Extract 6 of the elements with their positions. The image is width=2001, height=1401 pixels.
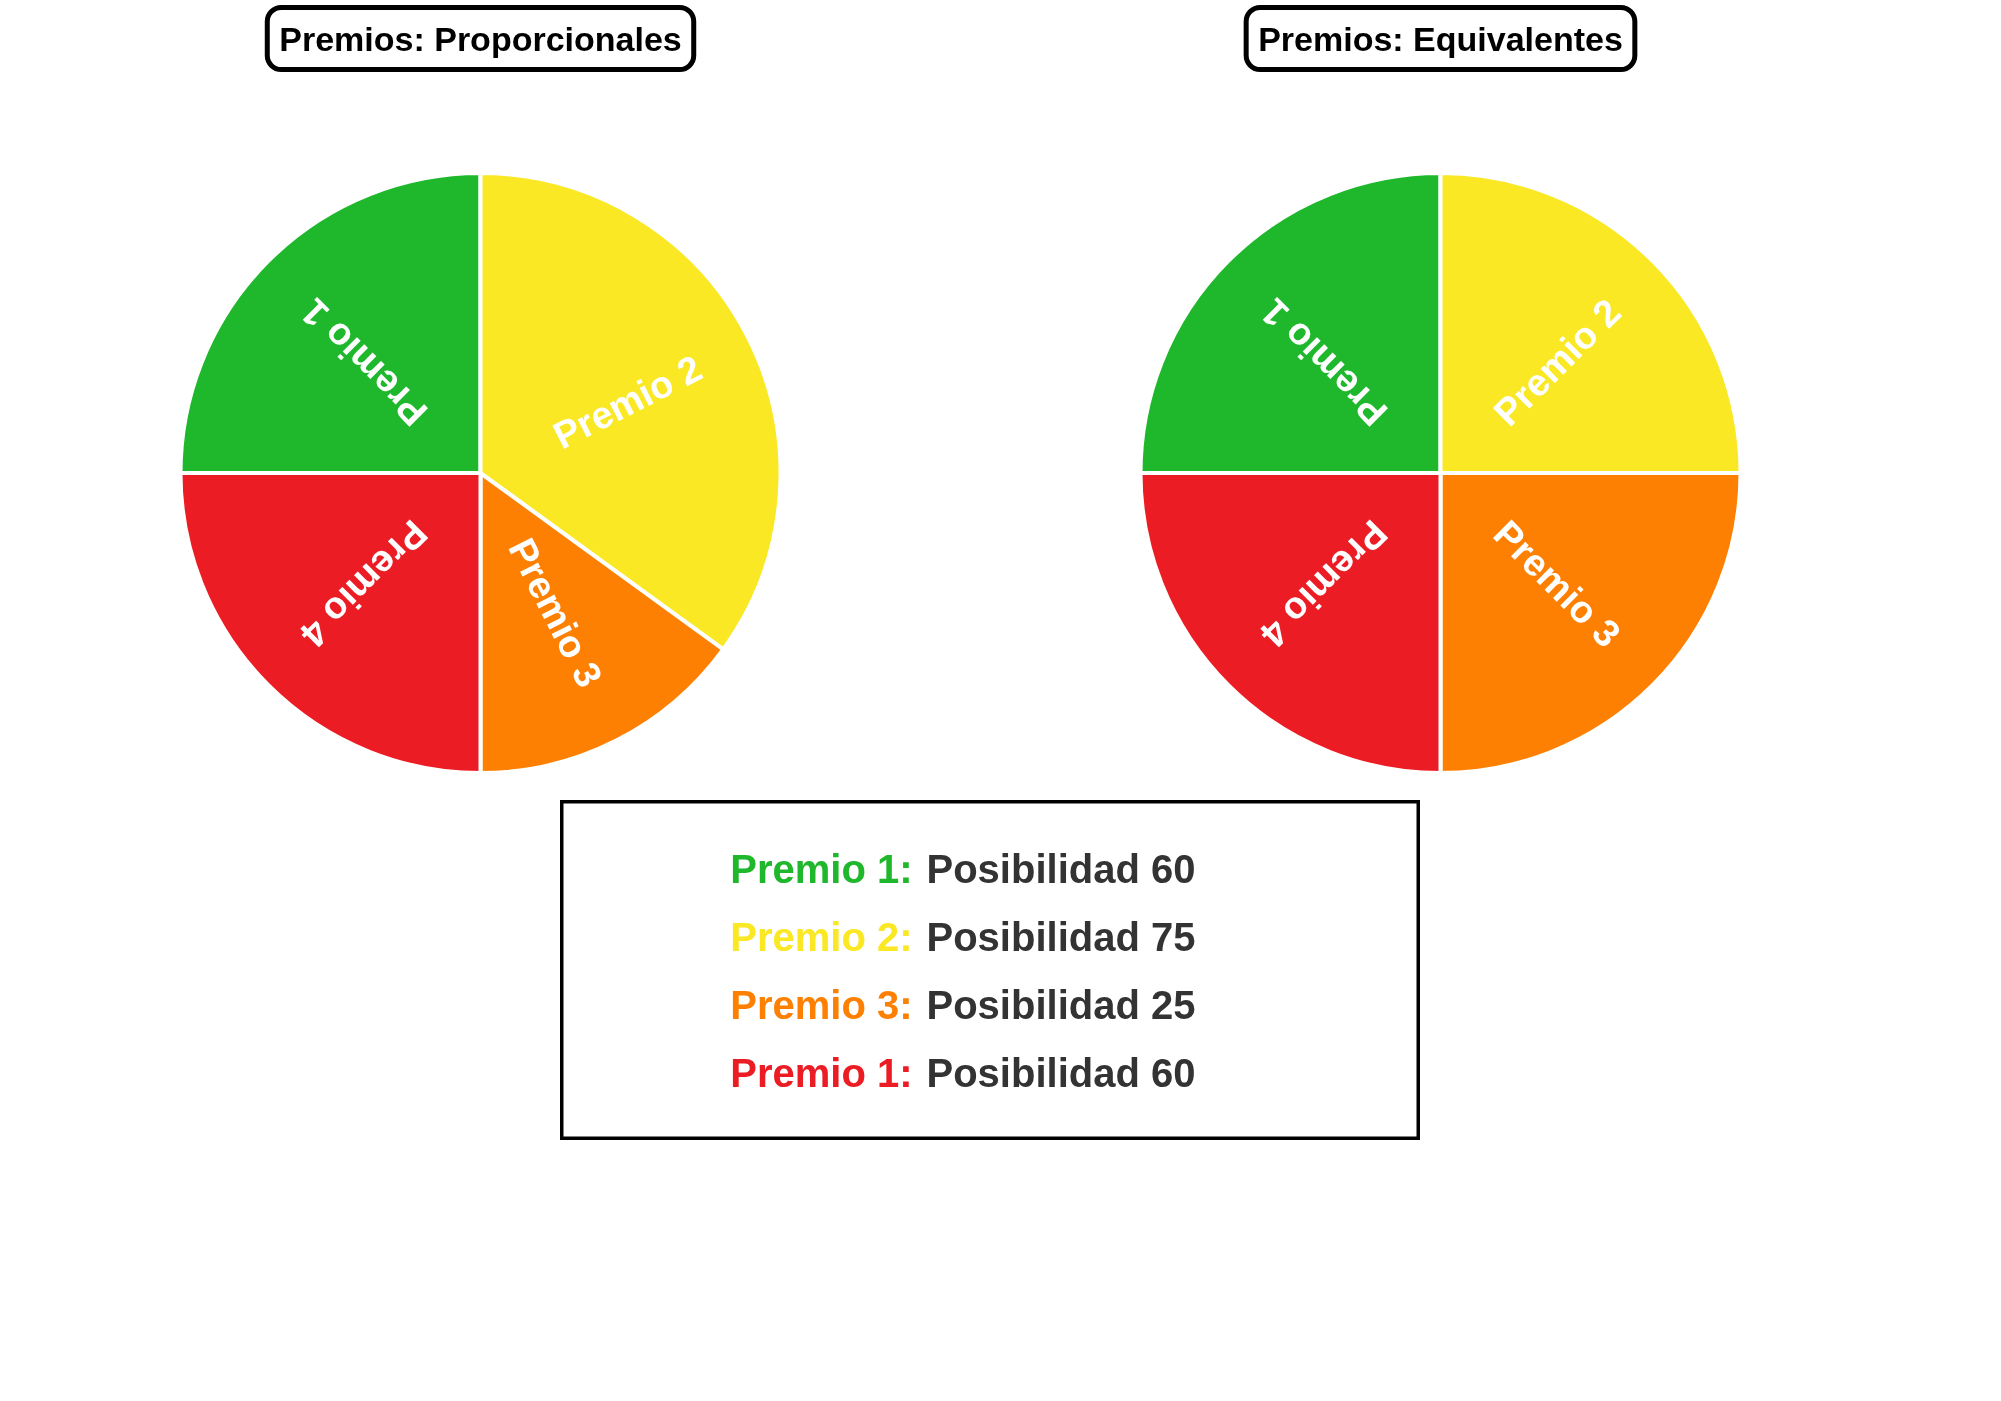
text: Premio 3: Posibilidad 25: [730, 982, 1196, 1027]
chart-title: Premios: Proporcionales: [279, 19, 682, 58]
text: Premio 1: Posibilidad 60: [730, 846, 1196, 891]
chart-title: Premios: Equivalentes: [1258, 19, 1623, 58]
text: Premio 1: Posibilidad 60: [730, 1050, 1196, 1095]
text: Premio 2: Posibilidad 75: [730, 914, 1196, 959]
